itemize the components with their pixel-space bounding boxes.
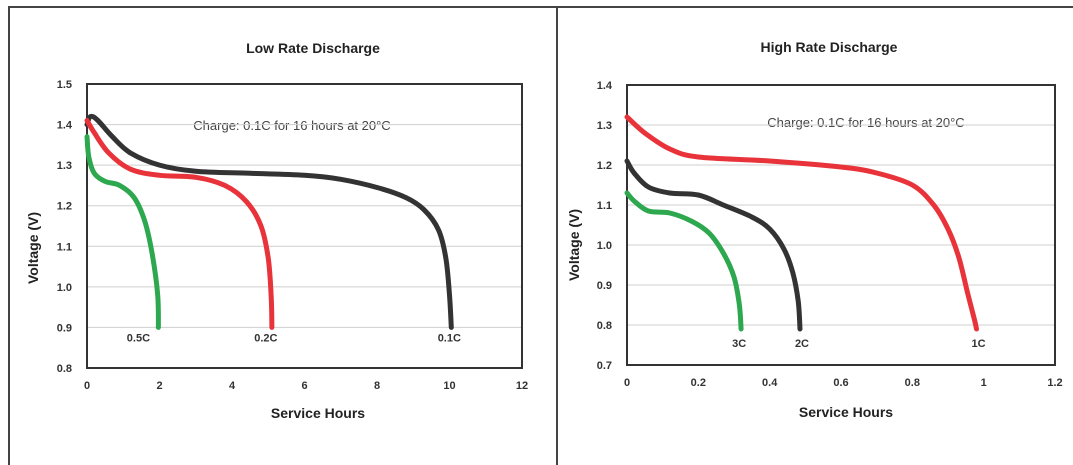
y-tick-label: 1.2 (597, 160, 612, 172)
y-tick-label: 0.9 (597, 280, 612, 292)
low-rate-discharge-chart: Low Rate Discharge Charge: 0.1C for 16 h… (25, 40, 528, 421)
series-label-2c: 2C (795, 338, 809, 350)
x-tick-label: 0 (624, 377, 630, 389)
x-tick-label: 1 (981, 377, 987, 389)
series-line-3c (624, 190, 744, 332)
chart-title: High Rate Discharge (761, 39, 898, 55)
x-tick-label: 0.2 (691, 377, 706, 389)
x-tick-label: 6 (301, 380, 307, 392)
chart-title: Low Rate Discharge (246, 40, 380, 56)
y-tick-label: 1.0 (57, 282, 72, 294)
y-tick-label: 1.1 (597, 200, 612, 212)
y-tick-label: 1.2 (57, 201, 72, 213)
y-tick-label: 1.3 (597, 120, 612, 132)
x-tick-label: 8 (374, 380, 380, 392)
series-label-3c: 3C (732, 338, 746, 350)
series-label-0.2c: 0.2C (254, 332, 277, 344)
y-tick-label: 1.3 (57, 160, 72, 172)
chart-annotation: Charge: 0.1C for 16 hours at 20°C (767, 115, 964, 130)
series-line-0.5c (84, 134, 161, 330)
x-tick-label: 0.4 (762, 377, 778, 389)
series-lines (84, 113, 454, 330)
x-tick-label: 10 (443, 380, 455, 392)
plot-area (86, 83, 523, 369)
series-lines (624, 114, 979, 332)
y-tick-label: 1.5 (57, 79, 72, 91)
series-line-0.2c (84, 118, 275, 330)
x-tick-labels: 0 0.2 0.4 0.6 0.8 1 1.2 (624, 377, 1063, 389)
series-labels: 1C 2C 3C (732, 338, 986, 350)
series-labels: 0.1C 0.2C 0.5C (127, 332, 461, 344)
x-tick-label: 0.8 (905, 377, 920, 389)
y-axis-label: Voltage (V) (566, 209, 582, 281)
y-tick-label: 1.4 (57, 120, 73, 132)
y-tick-labels: 0.8 0.9 1.0 1.1 1.2 1.3 1.4 1.5 (57, 79, 73, 375)
series-line-0.1c (84, 113, 454, 330)
x-tick-label: 2 (156, 380, 162, 392)
series-line-1c (624, 114, 979, 332)
y-tick-label: 1.1 (57, 241, 72, 253)
x-tick-label: 0.6 (833, 377, 848, 389)
plot-area (626, 84, 1056, 366)
y-tick-label: 1.0 (597, 240, 612, 252)
x-tick-label: 12 (516, 380, 528, 392)
y-tick-label: 1.4 (597, 80, 613, 92)
x-axis-label: Service Hours (799, 404, 893, 420)
y-tick-label: 0.9 (57, 322, 72, 334)
y-tick-label: 0.8 (57, 363, 72, 375)
y-tick-label: 0.7 (597, 360, 612, 372)
x-tick-labels: 0 2 4 6 8 10 12 (84, 380, 528, 392)
grid (627, 124, 1055, 326)
x-tick-label: 4 (229, 380, 236, 392)
y-tick-labels: 0.7 0.8 0.9 1.0 1.1 1.2 1.3 1.4 (597, 80, 613, 372)
chart-annotation: Charge: 0.1C for 16 hours at 20°C (193, 118, 390, 133)
series-label-1c: 1C (972, 338, 986, 350)
y-axis-label: Voltage (V) (25, 212, 41, 284)
y-tick-label: 0.8 (597, 320, 612, 332)
series-line-2c (624, 158, 803, 332)
grid (87, 124, 522, 328)
x-tick-label: 0 (84, 380, 90, 392)
series-label-0.1c: 0.1C (438, 332, 461, 344)
series-label-0.5c: 0.5C (127, 332, 150, 344)
x-tick-label: 1.2 (1047, 377, 1062, 389)
high-rate-discharge-chart: High Rate Discharge Charge: 0.1C for 16 … (566, 39, 1063, 420)
x-axis-label: Service Hours (271, 405, 365, 421)
